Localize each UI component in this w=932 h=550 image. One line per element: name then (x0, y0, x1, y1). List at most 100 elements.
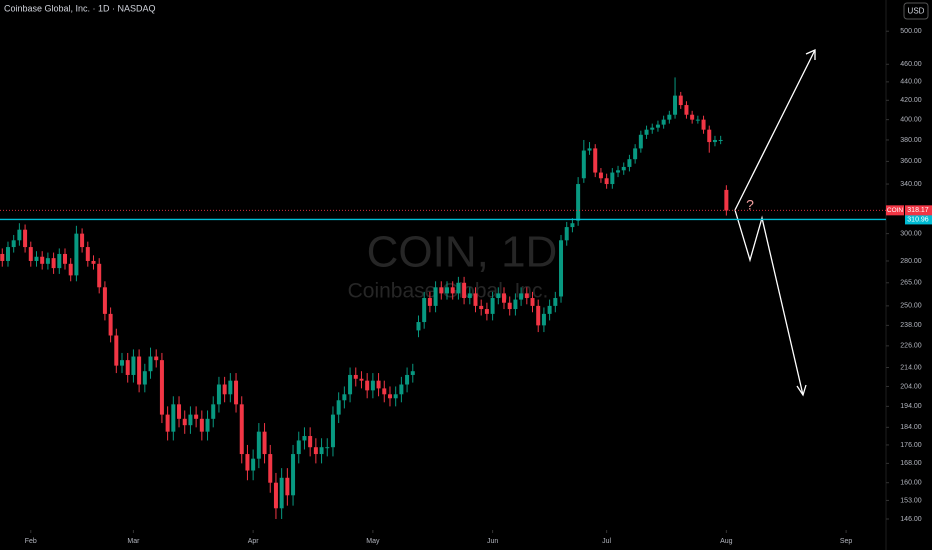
candle-body (467, 293, 472, 299)
candle-body (199, 418, 204, 432)
candle-body (17, 229, 22, 241)
candle-body (576, 184, 581, 221)
y-tick-label: 153.00 (900, 497, 922, 504)
candle-body (165, 414, 170, 432)
candle-body (570, 223, 575, 228)
up-arrow-line (734, 49, 816, 211)
candle-body (28, 247, 33, 261)
candle-body (650, 127, 655, 130)
y-tick-label: 460.00 (900, 61, 922, 68)
candle-body (536, 305, 541, 326)
candle-body (684, 105, 689, 115)
candle-body (302, 436, 307, 441)
horizontal-line-label-box (905, 214, 932, 225)
candle-body (462, 282, 467, 299)
candle-body (5, 247, 10, 261)
candle-body (159, 360, 164, 415)
last-price-label: 318.17 (907, 207, 929, 214)
candle-body (359, 378, 364, 381)
y-tick-label: 420.00 (900, 97, 922, 104)
candle-body (120, 360, 125, 366)
candle-body (502, 293, 507, 303)
y-tick-label: 238.00 (900, 322, 922, 329)
y-tick-label: 250.00 (900, 303, 922, 310)
candle-body (724, 189, 729, 211)
down-arrow-line (734, 209, 804, 396)
candle-body (530, 298, 535, 306)
x-tick-label: Sep (840, 538, 853, 545)
candle-body (148, 356, 153, 372)
candle-body (496, 293, 501, 299)
candle-body (23, 229, 28, 248)
candle-body (456, 282, 461, 294)
down-arrowhead (796, 384, 807, 397)
candle-body (137, 356, 142, 385)
candle-body (382, 388, 387, 395)
y-tick-label: 440.00 (900, 79, 922, 86)
candle-body (621, 166, 626, 171)
candle-body (125, 360, 130, 375)
candle-body (598, 172, 603, 179)
candle-body (285, 477, 290, 496)
candle-body (228, 380, 233, 395)
currency-button[interactable]: USD (903, 2, 929, 20)
candle-body (405, 374, 410, 385)
candle-body (450, 287, 455, 294)
candle-body (342, 394, 347, 401)
y-tick-label: 265.00 (900, 280, 922, 287)
y-tick-label: 184.00 (900, 424, 922, 431)
candle-body (559, 240, 564, 297)
candle-body (422, 298, 427, 323)
y-tick-label: 360.00 (900, 158, 922, 165)
candle-body (427, 298, 432, 306)
candle-body (553, 298, 558, 306)
candle-body (262, 431, 267, 455)
candle-body (604, 178, 609, 185)
x-tick-label: Feb (25, 538, 37, 545)
y-tick-label: 380.00 (900, 137, 922, 144)
symbol-title: Coinbase Global, Inc. · 1D · NASDAQ (4, 3, 156, 13)
candle-body (661, 119, 666, 125)
y-tick-label: 280.00 (900, 258, 922, 265)
candle-body (177, 404, 182, 419)
candle-body (638, 134, 643, 149)
x-tick-label: Aug (720, 538, 733, 545)
annotation: ? (746, 197, 754, 213)
candle-body (695, 119, 700, 121)
candle-body (74, 233, 79, 276)
candle-body (188, 414, 193, 426)
candle-body (547, 305, 552, 314)
candle-body (57, 253, 62, 269)
candle-body (513, 299, 518, 310)
last-price-symbol: COIN (887, 207, 904, 214)
candle-body (673, 95, 678, 115)
candle-body (296, 440, 301, 455)
candle-body (80, 233, 85, 248)
candle-body (251, 458, 256, 471)
candle-body (154, 356, 159, 361)
candle-body (678, 95, 683, 106)
candle-body (256, 431, 261, 459)
candle-body (370, 380, 375, 391)
candle-body (444, 287, 449, 294)
candle-body (51, 258, 56, 269)
candle-body (273, 482, 278, 509)
candle-body (707, 129, 712, 143)
candle-body (667, 114, 672, 120)
x-tick-label: May (366, 538, 380, 545)
y-tick-label: 226.00 (900, 343, 922, 350)
candle-body (142, 371, 147, 385)
y-tick-label: 194.00 (900, 403, 922, 410)
candle-body (45, 258, 50, 264)
currency-label[interactable]: USD (908, 7, 925, 16)
candle-body (239, 404, 244, 455)
candle-body (541, 313, 546, 326)
currency-box[interactable] (903, 2, 929, 20)
candle-body (410, 371, 415, 375)
candle-body (633, 148, 638, 160)
candle-body (194, 414, 199, 419)
candle-body (325, 447, 330, 449)
